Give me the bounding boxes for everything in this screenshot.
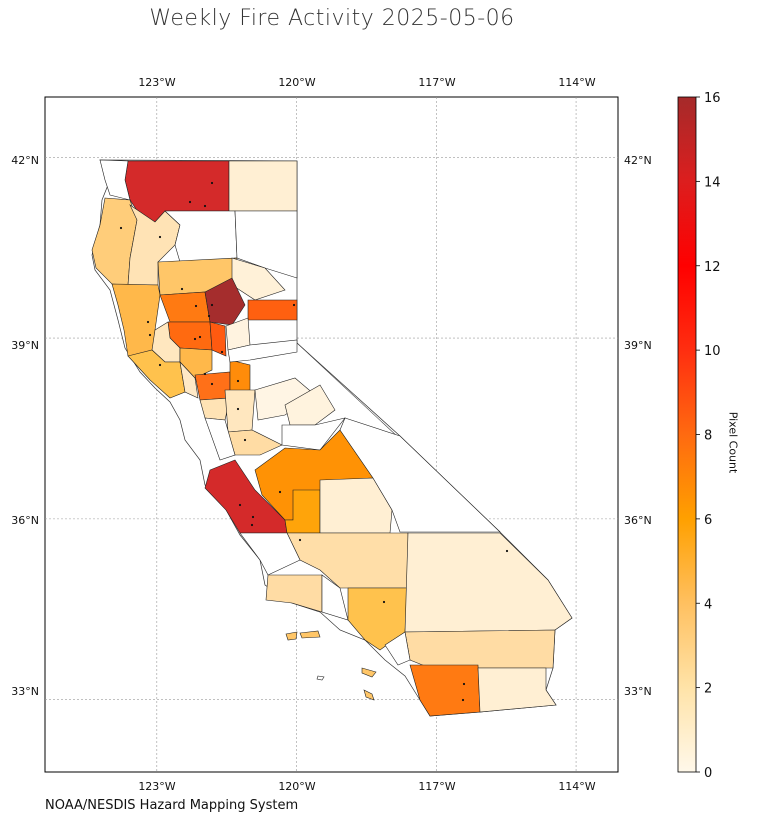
colorbar-ticks: 0 2 4 6 8 10 12 14 16 — [696, 91, 721, 781]
fire-detection-dot — [250, 523, 254, 527]
county-layer — [91, 159, 573, 717]
fire-detection-dot — [238, 503, 242, 507]
county-santa-barbara — [265, 574, 323, 613]
county-madera — [281, 417, 346, 451]
lon-labels-bottom: 123°W 120°W 117°W 114°W — [138, 780, 595, 793]
island — [285, 631, 298, 641]
lon-label: 120°W — [278, 76, 315, 89]
colorbar-tick-label: 16 — [704, 91, 721, 106]
county-orange — [384, 631, 411, 666]
fire-detection-dot — [146, 320, 150, 324]
county-slo — [239, 532, 301, 576]
fire-detection-dot — [194, 304, 198, 308]
colorbar-gradient — [677, 96, 697, 773]
lon-label: 123°W — [138, 780, 175, 793]
colorbar-tick-label: 0 — [704, 766, 712, 781]
lat-label: 33°N — [624, 685, 652, 698]
county-imperial — [477, 667, 557, 713]
lat-label: 36°N — [624, 514, 652, 527]
fire-detection-dot — [210, 303, 214, 307]
island — [299, 630, 321, 639]
county-san-diego — [409, 664, 481, 717]
colorbar-tick-label: 10 — [704, 344, 721, 359]
fire-detection-dot — [462, 682, 466, 686]
county-lassen — [234, 210, 298, 279]
lon-label: 117°W — [418, 780, 455, 793]
island — [361, 667, 377, 678]
lon-label: 117°W — [418, 76, 455, 89]
colorbar: 0 2 4 6 8 10 12 14 16 — [677, 91, 721, 781]
fire-detection-dot — [203, 372, 207, 376]
fire-detection-dot — [188, 200, 192, 204]
fire-detection-dot — [210, 181, 214, 185]
colorbar-tick-label: 14 — [704, 175, 721, 190]
fire-detection-dot — [203, 204, 207, 208]
lat-label: 36°N — [11, 514, 39, 527]
fire-detection-dot — [158, 235, 162, 239]
county-santa-clara — [204, 417, 236, 461]
fire-detection-dot — [198, 335, 202, 339]
lon-label: 114°W — [558, 780, 595, 793]
fire-detection-dot — [193, 337, 197, 341]
fire-detection-dot — [251, 515, 255, 519]
lat-label: 42°N — [11, 154, 39, 167]
lon-label: 123°W — [138, 76, 175, 89]
county-amador — [229, 359, 251, 393]
colorbar-tick-label: 6 — [704, 513, 712, 528]
county-stanislaus — [224, 389, 256, 433]
county-riverside — [404, 629, 556, 669]
county-sierra — [247, 299, 298, 321]
county-tulare — [319, 477, 393, 534]
fire-detection-dot — [278, 490, 282, 494]
lat-label: 42°N — [624, 154, 652, 167]
fire-detection-dot — [236, 379, 240, 383]
data-source-credit: NOAA/NESDIS Hazard Mapping System — [45, 798, 299, 813]
lat-label: 33°N — [11, 685, 39, 698]
colorbar-tick-label: 8 — [704, 429, 712, 444]
lon-labels-top: 123°W 120°W 117°W 114°W — [138, 76, 595, 89]
fire-detection-dot — [119, 226, 123, 230]
county-sutter — [209, 321, 227, 357]
fire-detection-dot — [243, 438, 247, 442]
fire-detection-dot — [292, 303, 296, 307]
county-napa — [179, 361, 199, 399]
colorbar-tick-label: 2 — [704, 682, 712, 697]
fire-detections — [119, 181, 509, 702]
county-modoc — [228, 160, 298, 212]
county-inyo-north — [339, 417, 501, 533]
fire-detection-dot — [207, 314, 211, 318]
map-area — [44, 96, 619, 773]
fire-detection-dot — [180, 287, 184, 291]
fire-detection-dot — [382, 600, 386, 604]
fire-detection-dot — [236, 407, 240, 411]
fire-detection-dot — [298, 538, 302, 542]
lat-label: 39°N — [11, 339, 39, 352]
county-placer — [227, 339, 298, 363]
island — [316, 675, 325, 681]
fire-detection-dot — [158, 363, 162, 367]
lat-labels-left: 42°N 39°N 36°N 33°N — [11, 154, 39, 698]
island — [363, 689, 375, 701]
fire-detection-dot — [505, 549, 509, 553]
lon-label: 120°W — [278, 780, 315, 793]
map-title: Weekly Fire Activity 2025-05-06 — [149, 6, 515, 31]
fire-detection-dot — [220, 350, 224, 354]
colorbar-tick-label: 4 — [704, 597, 712, 612]
lat-labels-right: 42°N 39°N 36°N 33°N — [624, 154, 652, 698]
lon-label: 114°W — [558, 76, 595, 89]
fire-detection-dot — [461, 698, 465, 702]
fire-detection-dot — [148, 333, 152, 337]
county-sacramento — [194, 371, 231, 401]
colorbar-label: Pixel Count — [726, 411, 740, 474]
fire-detection-dot — [210, 382, 214, 386]
lat-label: 39°N — [624, 339, 652, 352]
colorbar-tick-label: 12 — [704, 260, 721, 275]
county-san-joaquin — [199, 397, 231, 421]
county-mariposa — [284, 384, 336, 426]
